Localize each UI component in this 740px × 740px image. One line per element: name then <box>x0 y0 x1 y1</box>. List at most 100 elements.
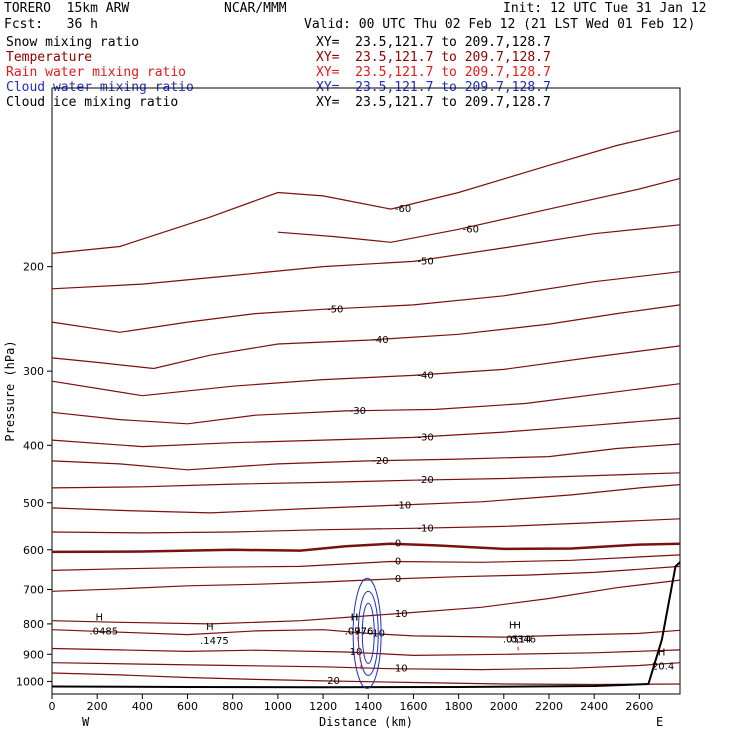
x-tick-label: 2000 <box>490 700 518 713</box>
cloud-water-contour-1 <box>357 590 379 676</box>
x-tick-label: 1000 <box>264 700 292 713</box>
extremum-value: .0514 <box>503 634 532 645</box>
contour-label: -50 <box>327 304 343 315</box>
extremum-marker-1: H .1475 <box>200 622 229 647</box>
y-tick-label: 300 <box>23 365 44 378</box>
contour-label: -60 <box>395 204 411 215</box>
legend-label-rain: Rain water mixing ratio <box>6 65 187 80</box>
extremum-value: .1475 <box>200 636 229 647</box>
extremum-value: .0346 <box>507 634 536 645</box>
extremum-marker-4: H .0514 <box>503 620 532 645</box>
y-tick-label: 600 <box>23 544 44 557</box>
contour-label: 0 <box>395 574 401 585</box>
contour-label: -10 <box>395 500 411 511</box>
temperature-contour-0 <box>51 130 681 254</box>
x-tick-label: 600 <box>177 700 198 713</box>
contour-label: -20 <box>417 475 433 486</box>
x-tick-label: 2400 <box>580 700 608 713</box>
extremum-value: .0485 <box>89 627 118 638</box>
temperature-contours: -60 -60 -50 -50 -40 -40 -30 -30 -20 -20 -10 -10 0 0 0 1… <box>51 130 681 687</box>
y-axis-title: Pressure (hPa) <box>3 340 17 441</box>
y-tick-label: 400 <box>23 439 44 452</box>
extremum-value: .0976 <box>345 627 374 638</box>
extremum-value: .0776 <box>345 627 374 638</box>
legend-label-cloud-ice: Cloud ice mixing ratio <box>6 95 179 110</box>
legend-xy-rain: XY= 23.5,121.7 to 209.7,128.7 <box>316 65 551 80</box>
temperature-contour-7 <box>51 417 681 448</box>
temperature-contour-17 <box>51 647 681 657</box>
high-symbol: H <box>206 622 214 633</box>
high-symbol: H <box>658 647 666 658</box>
rain-contours <box>356 630 519 671</box>
org-title: NCAR/MMM <box>224 1 287 16</box>
extremum-marker-6: H 20.4 <box>652 647 674 672</box>
contour-label: -30 <box>417 432 433 443</box>
temperature-contour-19 <box>51 672 681 686</box>
high-symbol: H <box>351 613 359 624</box>
valid-time: Valid: 00 UTC Thu 02 Feb 12 (21 LST Wed … <box>304 17 696 32</box>
x-tick-label: 0 <box>49 700 56 713</box>
contour-label: -60 <box>463 224 479 235</box>
extremum-value: 20.4 <box>652 661 674 672</box>
contour-label: -30 <box>350 406 366 417</box>
temperature-contour-18 <box>51 662 681 671</box>
high-symbol: H <box>513 620 521 631</box>
init-time: Init: 12 UTC Tue 31 Jan 12 <box>503 1 707 16</box>
forecast-hour: Fcst: 36 h <box>4 17 98 32</box>
contour-label: 0 <box>395 539 401 550</box>
y-tick-label: 900 <box>23 648 44 661</box>
x-tick-label: 2600 <box>625 700 653 713</box>
x-tick-label: 1200 <box>309 700 337 713</box>
temperature-contour-1 <box>277 177 681 243</box>
x-axis-title: Distance (km) <box>319 715 413 729</box>
temperature-contour-8 <box>51 443 681 471</box>
high-symbol: H <box>351 613 359 624</box>
temperature-contour-9 <box>51 472 681 489</box>
temperature-contour-2 <box>51 224 681 290</box>
y-tick-label: 200 <box>23 261 44 274</box>
legend-label-cloud-water: Cloud water mixing ratio <box>6 80 194 95</box>
east-label: E <box>656 715 663 729</box>
contour-label: -40 <box>372 335 388 346</box>
contour-label: -10 <box>417 523 433 534</box>
temperature-contour-3 <box>51 271 681 333</box>
cloud-water-contour-0 <box>361 602 375 664</box>
high-symbol: H <box>509 620 517 631</box>
temperature-contour-4 <box>51 304 681 370</box>
cloud-water-contours <box>352 577 382 689</box>
y-tick-label: 500 <box>23 497 44 510</box>
contour-label: 0 <box>395 557 401 568</box>
contour-label: -50 <box>417 256 433 267</box>
x-tick-label: 1600 <box>399 700 427 713</box>
x-tick-label: 1400 <box>354 700 382 713</box>
x-tick-label: 400 <box>132 700 153 713</box>
y-tick-label: 700 <box>23 584 44 597</box>
legend-xy-temperature: XY= 23.5,121.7 to 209.7,128.7 <box>316 50 551 65</box>
model-title: TORERO 15km ARW <box>4 1 130 16</box>
legend-label-snow: Snow mixing ratio <box>6 35 140 50</box>
west-label: W <box>82 715 90 729</box>
contour-label: 20 <box>327 676 340 687</box>
contour-label: 10 <box>395 664 408 675</box>
contour-label: 10 <box>395 609 408 620</box>
temperature-contour-12 <box>51 542 681 554</box>
plot-frame <box>51 87 681 695</box>
cloud-water-contour-2 <box>352 577 382 689</box>
x-tick-label: 800 <box>222 700 243 713</box>
temperature-contour-15 <box>51 579 681 625</box>
contour-label: -40 <box>417 370 433 381</box>
contour-label: -20 <box>372 456 388 467</box>
legend-xy-snow: XY= 23.5,121.7 to 209.7,128.7 <box>316 35 551 50</box>
high-symbol: H <box>95 613 103 624</box>
extremum-marker-3: H .0776 <box>345 613 374 638</box>
y-tick-label: 800 <box>23 618 44 631</box>
temperature-contour-6 <box>51 383 681 425</box>
temperature-contour-11 <box>51 518 681 534</box>
x-tick-label: 200 <box>87 700 108 713</box>
terrain-line <box>51 561 681 689</box>
y-tick-label: 1000 <box>16 675 44 688</box>
temperature-contour-14 <box>51 565 681 592</box>
temperature-contour-13 <box>51 554 681 571</box>
